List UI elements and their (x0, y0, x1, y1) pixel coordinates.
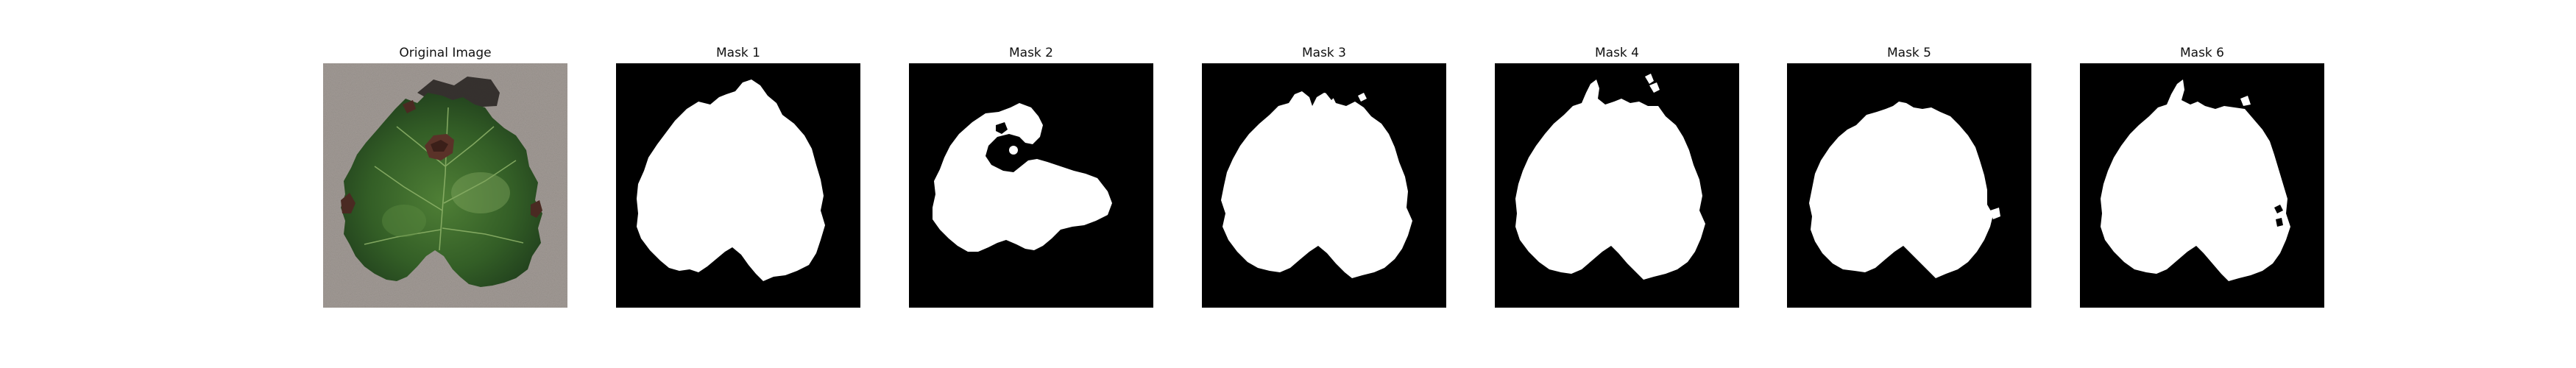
leaf-veins (364, 107, 524, 251)
panel-title: Original Image (399, 46, 492, 60)
mask-region (933, 103, 1112, 252)
mask-region (2101, 79, 2290, 281)
mask-5-image (1787, 63, 2031, 308)
mask-region (1515, 79, 1705, 280)
mask-6-image (2080, 63, 2324, 308)
mask-2-image (909, 63, 1153, 308)
mask-4-image (1495, 63, 1739, 308)
panel-title: Mask 6 (2179, 46, 2224, 60)
mask-region (637, 79, 825, 281)
mask-region (1809, 102, 1993, 278)
mask-1-image (616, 63, 860, 308)
panel-title: Mask 5 (1886, 46, 1931, 60)
panel-title: Mask 3 (1301, 46, 1346, 60)
original-leaf-photo (323, 63, 567, 308)
panel-title: Mask 2 (1008, 46, 1053, 60)
lesion-edge (341, 193, 355, 213)
mask-region (1221, 91, 1412, 278)
panel-title: Mask 1 (715, 46, 760, 60)
mask-3-image (1202, 63, 1446, 308)
panel-title: Mask 4 (1594, 46, 1639, 60)
